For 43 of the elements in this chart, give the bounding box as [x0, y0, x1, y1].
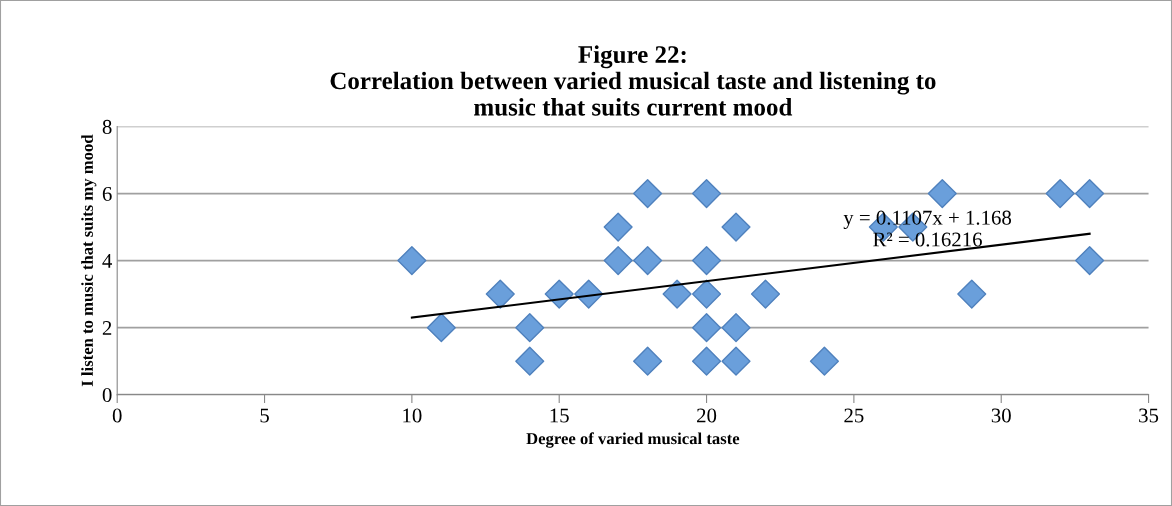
point	[1045, 178, 1075, 209]
point	[1075, 178, 1105, 209]
x-tick-label: 0	[112, 408, 122, 423]
point	[721, 313, 751, 343]
point	[603, 246, 633, 276]
point	[603, 212, 633, 242]
y-tick-label: 4	[102, 254, 113, 268]
point	[721, 212, 751, 242]
y-tick-label: 8	[102, 119, 112, 134]
point	[515, 346, 545, 376]
point	[633, 246, 663, 276]
point	[1075, 246, 1105, 276]
point	[485, 279, 515, 309]
point	[662, 279, 692, 309]
y-tick-label: 2	[102, 321, 112, 335]
point	[397, 246, 427, 276]
point	[691, 313, 722, 343]
point	[691, 178, 722, 209]
x-tick-label: 25	[844, 408, 864, 423]
point	[927, 178, 957, 209]
point	[426, 313, 456, 343]
chart-title: Figure 22: Correlation between varied musical taste and listening to music that suits current mood	[330, 45, 936, 116]
point	[691, 246, 722, 276]
point	[515, 313, 545, 343]
point	[809, 346, 840, 376]
x-tick-label: 10	[403, 408, 422, 423]
x-tick-label: 30	[991, 408, 1011, 423]
y-axis-title: I listen to music that suits my mood	[81, 134, 97, 387]
x-axis-title: Degree of varied musical taste	[526, 432, 740, 448]
y-tick-label: 0	[102, 388, 112, 403]
x-tick-label: 5	[260, 408, 269, 423]
point	[721, 346, 751, 376]
x-tick-label: 35	[1139, 408, 1159, 423]
point	[957, 279, 987, 309]
x-tick-label: 15	[550, 408, 569, 423]
point	[691, 346, 722, 376]
point	[691, 279, 722, 309]
point	[633, 346, 663, 376]
y-tick-label: 6	[102, 186, 112, 201]
point	[544, 279, 574, 309]
x-tick-label: 20	[697, 408, 717, 423]
point	[750, 279, 781, 309]
point	[633, 178, 663, 209]
